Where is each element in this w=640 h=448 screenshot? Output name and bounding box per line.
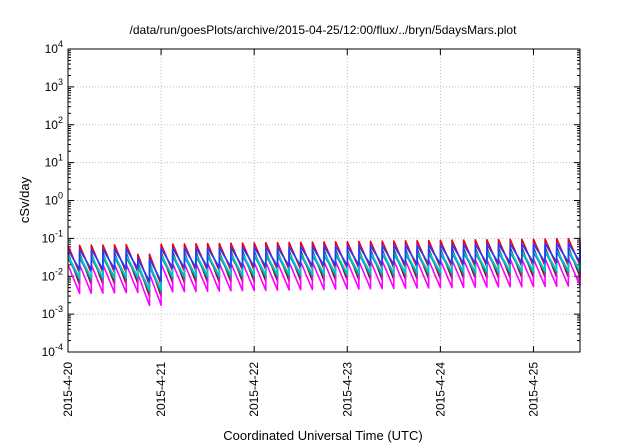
series-line-2 — [67, 257, 581, 307]
x-axis-label: Coordinated Universal Time (UTC) — [223, 428, 422, 443]
y-tick-label: 103 — [45, 77, 63, 94]
y-axis-label: cSv/day — [17, 176, 32, 223]
grid — [67, 48, 580, 353]
x-tick-label: 2015-4-23 — [340, 362, 354, 417]
y-tick-label: 10-2 — [42, 266, 63, 283]
x-tick-labels: 2015-4-20 2015-4-21 2015-4-22 2015-4-23 2015… — [61, 362, 540, 417]
y-tick-label: 102 — [45, 115, 63, 132]
series-group — [67, 237, 581, 307]
y-tick-label: 10-1 — [42, 228, 63, 245]
y-tick-label: 10-3 — [42, 304, 63, 321]
chart-title: /data/run/goesPlots/archive/2015-04-25/1… — [130, 23, 518, 37]
y-tick-labels: 10-4 10-3 10-2 10-1 100 101 102 103 104 — [42, 39, 63, 359]
plot-frame — [67, 48, 581, 353]
y-tick-label: 104 — [45, 39, 63, 56]
y-tick-label: 100 — [45, 191, 63, 208]
x-tick-label: 2015-4-24 — [433, 362, 447, 417]
x-tick-label: 2015-4-22 — [247, 362, 261, 417]
x-tick-label: 2015-4-25 — [526, 362, 540, 417]
series-line-5 — [67, 242, 581, 283]
y-tick-label: 101 — [45, 153, 63, 170]
series-line-4 — [67, 249, 581, 291]
x-tick-label: 2015-4-20 — [61, 362, 75, 417]
series-line-3 — [67, 250, 581, 293]
x-tick-label: 2015-4-21 — [154, 362, 168, 417]
y-tick-label: 10-4 — [42, 342, 63, 359]
